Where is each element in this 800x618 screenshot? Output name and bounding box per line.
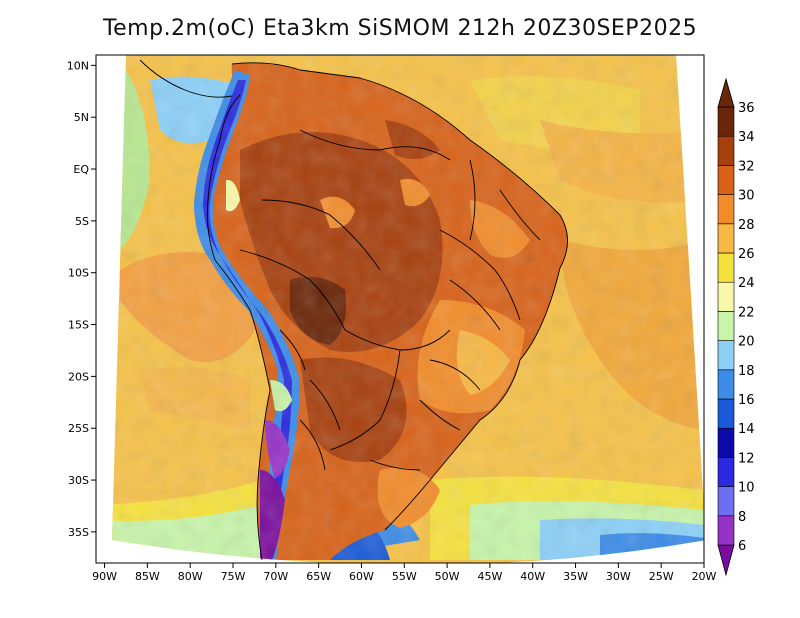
colorbar-band <box>717 281 735 312</box>
lon-tick-label: 45W <box>477 570 502 583</box>
map-frame <box>95 54 705 564</box>
lon-tick-label: 65W <box>306 570 331 583</box>
lon-tick-label: 60W <box>349 570 374 583</box>
colorbar-label: 34 <box>738 130 755 145</box>
colorbar-band <box>717 515 735 546</box>
colorbar-label: 36 <box>738 101 755 116</box>
colorbar-label: 10 <box>738 481 755 496</box>
colorbar-band <box>717 457 735 487</box>
colorbar-band <box>717 135 735 166</box>
colorbar-band <box>717 427 735 458</box>
lat-tick-label: 20S <box>68 370 89 383</box>
lon-tick-label: 70W <box>263 570 288 583</box>
colorbar-label: 28 <box>738 218 755 233</box>
lon-tick-label: 80W <box>178 570 203 583</box>
colorbar-label: 16 <box>738 393 755 408</box>
lon-tick-label: 85W <box>135 570 160 583</box>
lat-tick-label: 10S <box>68 267 89 280</box>
lon-tick-label: 90W <box>92 570 117 583</box>
temperature-field <box>112 55 704 563</box>
lon-tick-label: 30W <box>606 570 631 583</box>
colorbar-band <box>717 223 735 254</box>
political-borders <box>139 59 568 561</box>
colorbar-band <box>717 194 735 225</box>
lon-tick-label: 55W <box>392 570 417 583</box>
colorbar-label: 20 <box>738 335 755 350</box>
lon-tick-label: 20W <box>692 570 717 583</box>
lat-tick-label: 5N <box>74 111 89 124</box>
colorbar-label: 30 <box>738 189 755 204</box>
lat-tick-label: 15S <box>68 319 89 332</box>
lon-tick-label: 35W <box>563 570 588 583</box>
colorbar-band <box>717 340 735 371</box>
lat-tick-label: 5S <box>75 215 89 228</box>
axis-ticks: 10N 5N EQ 5S 10S 15S 20S 25S 30S 35S 90W 85W 80W 75W 7… <box>67 59 717 583</box>
colorbar-label: 18 <box>738 364 755 379</box>
colorbar-label: 8 <box>738 510 746 525</box>
colorbar-band <box>717 311 735 341</box>
colorbar-band <box>717 398 735 429</box>
colorbar-label: 22 <box>738 305 755 320</box>
lat-tick-label: EQ <box>73 163 89 176</box>
colorbar-under-triangle <box>717 544 735 577</box>
lon-tick-label: 25W <box>649 570 674 583</box>
colorbar-label: 26 <box>738 247 755 262</box>
colorbar-band <box>717 369 735 400</box>
colorbar-label: 6 <box>738 539 746 554</box>
colorbar-band <box>717 106 735 137</box>
colorbar-band <box>717 165 735 195</box>
colorbar-label: 24 <box>738 276 755 291</box>
colorbar-band <box>717 252 735 283</box>
lat-tick-label: 35S <box>68 526 89 539</box>
colorbar-label: 12 <box>738 451 755 466</box>
colorbar-label: 32 <box>738 159 755 174</box>
colorbar-over-triangle <box>717 77 735 108</box>
lat-tick-label: 10N <box>67 59 89 72</box>
lat-tick-label: 25S <box>68 422 89 435</box>
chart-title: Temp.2m(oC) Eta3km SiSMOM 212h 20Z30SEP2… <box>102 16 698 41</box>
lon-tick-label: 40W <box>520 570 545 583</box>
colorbar-label: 14 <box>738 422 755 437</box>
lon-tick-label: 50W <box>435 570 460 583</box>
colorbar-band <box>717 486 735 517</box>
colorbar: 6 8 10 12 14 16 18 20 22 24 26 28 30 32 34 36 <box>717 77 755 577</box>
lon-tick-label: 75W <box>221 570 246 583</box>
lat-tick-label: 30S <box>68 474 89 487</box>
